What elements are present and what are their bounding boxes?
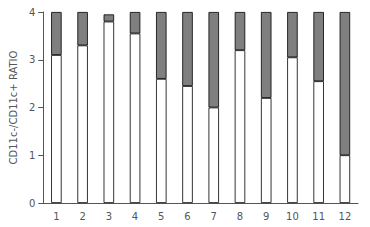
svg-text:1: 1 [29,150,35,161]
svg-text:11: 11 [312,211,325,222]
svg-text:10: 10 [286,211,299,222]
svg-text:5: 5 [158,211,164,222]
svg-text:3: 3 [29,54,35,65]
svg-text:1: 1 [53,211,59,222]
svg-text:4: 4 [29,7,35,18]
svg-text:2: 2 [29,102,35,113]
svg-text:3: 3 [106,211,112,222]
svg-text:7: 7 [211,211,217,222]
svg-text:CD11c-/CD11c+ RATIO: CD11c-/CD11c+ RATIO [8,50,19,164]
svg-text:2: 2 [79,211,85,222]
svg-text:9: 9 [263,211,269,222]
svg-text:8: 8 [237,211,243,222]
svg-text:12: 12 [339,211,352,222]
svg-text:4: 4 [132,211,138,222]
svg-text:6: 6 [184,211,190,222]
svg-text:0: 0 [29,198,35,209]
